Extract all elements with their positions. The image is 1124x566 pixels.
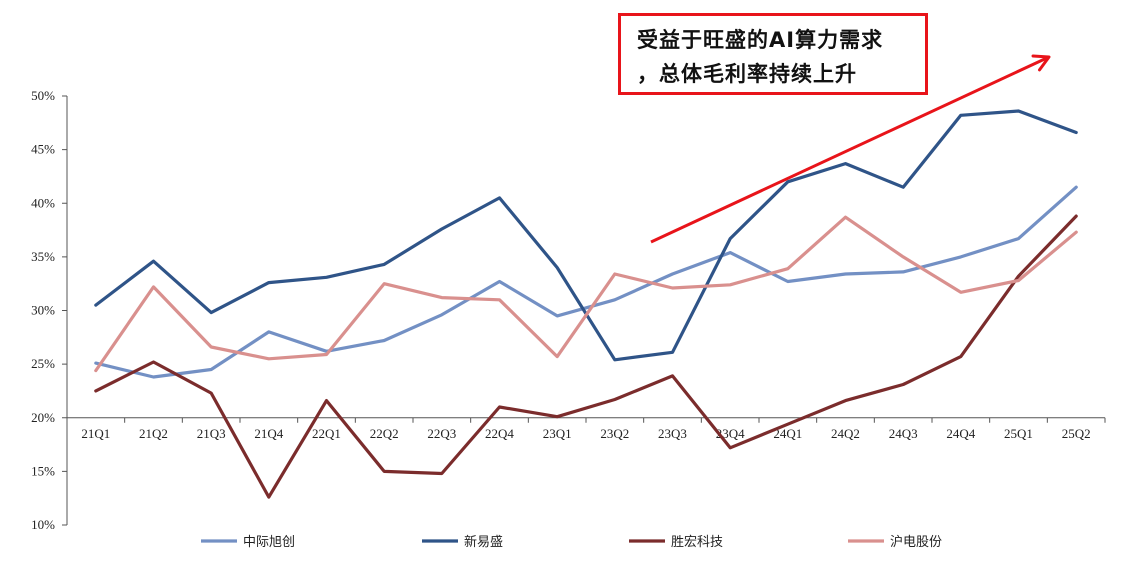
series-lines [94, 109, 1078, 499]
x-tick-label: 21Q3 [197, 426, 226, 441]
x-tick-label: 24Q1 [773, 426, 802, 441]
y-tick-label: 30% [31, 303, 55, 318]
x-tick-label: 21Q4 [254, 426, 283, 441]
series-line [94, 214, 1078, 499]
x-tick-label: 22Q3 [427, 426, 456, 441]
y-tick-label: 40% [31, 195, 55, 210]
annotation-line-2: ，总体毛利率持续上升 [637, 62, 857, 86]
y-tick-label: 15% [31, 463, 55, 478]
x-tick-label: 21Q2 [139, 426, 168, 441]
series-line [94, 185, 1078, 379]
series-line [94, 109, 1078, 362]
series-line [94, 215, 1078, 373]
annotation-box: 受益于旺盛的AI算力需求 ，总体毛利率持续上升 [618, 13, 928, 95]
y-tick-label: 25% [31, 356, 55, 371]
x-tick-label: 25Q1 [1004, 426, 1033, 441]
annotation-line-1: 受益于旺盛的AI算力需求 [637, 28, 884, 52]
legend-label: 中际旭创 [243, 535, 295, 550]
x-tick-label: 23Q2 [600, 426, 629, 441]
legend-label: 沪电股份 [890, 534, 942, 550]
y-tick-label: 45% [31, 142, 55, 157]
legend: 中际旭创 新易盛 胜宏科技 沪电股份 [201, 534, 942, 550]
x-tick-label: 24Q2 [831, 426, 860, 441]
y-tick-label: 35% [31, 249, 55, 264]
trend-arrow-head [1031, 54, 1051, 72]
x-tick-label: 23Q1 [543, 426, 572, 441]
y-tick-label: 50% [31, 88, 55, 103]
y-axis: 10% 15% 20% 25% 30% 35% 40% 45% 50% [31, 88, 68, 532]
trend-arrow [650, 54, 1051, 244]
y-tick-label: 20% [31, 410, 55, 425]
x-tick-label: 24Q4 [946, 426, 975, 441]
x-tick-label: 25Q2 [1062, 426, 1091, 441]
trend-arrow-line [650, 55, 1050, 244]
legend-label: 新易盛 [464, 534, 503, 550]
x-tick-label: 23Q3 [658, 426, 687, 441]
x-tick-label: 22Q1 [312, 426, 341, 441]
x-tick-label: 24Q3 [889, 426, 918, 441]
x-tick-label: 21Q1 [81, 426, 110, 441]
x-tick-label: 22Q4 [485, 426, 514, 441]
x-axis: 21Q1 21Q2 21Q3 21Q4 22Q1 22Q2 22Q3 22Q4 23Q1 23Q2… [66, 417, 1106, 441]
x-tick-label: 22Q2 [370, 426, 399, 441]
legend-label: 胜宏科技 [671, 535, 723, 550]
y-tick-label: 10% [31, 517, 55, 532]
